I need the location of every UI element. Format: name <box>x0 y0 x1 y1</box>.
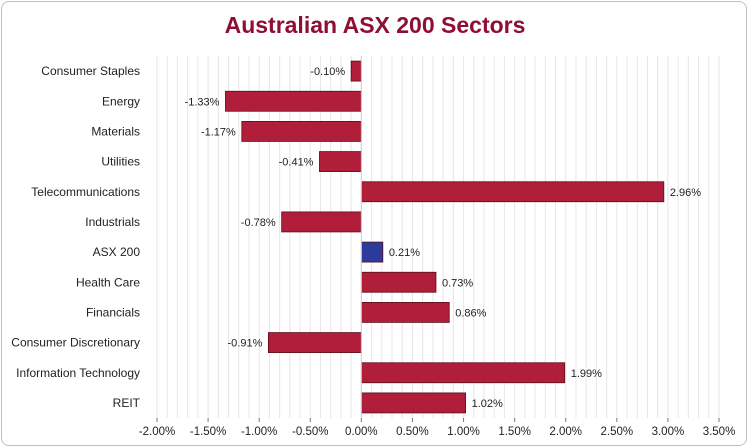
category-label: Utilities <box>101 155 140 169</box>
bar <box>267 332 362 353</box>
value-label: -1.17% <box>201 126 236 138</box>
category-label: Industrials <box>85 215 140 229</box>
category-label: Financials <box>86 305 140 319</box>
category-label: Consumer Staples <box>41 64 140 78</box>
x-tick-label: 0.00% <box>345 426 378 438</box>
category-label: Telecommunications <box>31 185 140 199</box>
bar <box>281 211 362 233</box>
value-label: -0.78% <box>241 217 276 229</box>
category-label: Information Technology <box>16 366 140 380</box>
bar <box>360 362 566 384</box>
x-tick-label: 1.50% <box>498 426 531 438</box>
value-label: 0.86% <box>455 307 486 319</box>
x-tick-label: 3.50% <box>703 426 736 438</box>
value-label: 1.99% <box>571 368 602 380</box>
category-label: Energy <box>102 94 140 108</box>
bar <box>319 151 362 172</box>
value-label: 0.21% <box>389 247 420 259</box>
x-tick-label: 1.00% <box>447 426 480 438</box>
x-tick-label: -1.50% <box>190 426 226 438</box>
bar <box>225 90 362 112</box>
category-label: ASX 200 <box>93 245 141 259</box>
x-tick-label: 2.00% <box>549 426 582 438</box>
bar <box>360 181 665 203</box>
value-label: -0.41% <box>279 157 314 169</box>
value-label: 1.02% <box>472 398 503 410</box>
category-label: Consumer Discretionary <box>11 336 140 350</box>
chart-title: Australian ASX 200 Sectors <box>224 12 526 38</box>
value-label: -1.33% <box>185 96 220 108</box>
x-tick-label: -2.00% <box>139 426 175 438</box>
bar <box>360 302 450 323</box>
bar <box>360 392 466 414</box>
x-tick-label: -1.00% <box>241 426 277 438</box>
value-label: -0.10% <box>310 66 345 78</box>
x-tick-label: -0.50% <box>292 426 328 438</box>
bar <box>241 121 362 142</box>
value-label: 0.73% <box>442 277 473 289</box>
category-label: Health Care <box>76 275 140 289</box>
x-tick-label: 0.50% <box>396 426 429 438</box>
value-label: 2.96% <box>670 187 701 199</box>
x-tick-label: 3.00% <box>652 426 685 438</box>
bar <box>350 60 362 82</box>
x-tick-label: 2.50% <box>601 426 634 438</box>
bar <box>360 241 384 263</box>
category-label: REIT <box>113 396 141 410</box>
value-label: -0.91% <box>228 338 263 350</box>
category-label: Materials <box>91 124 140 138</box>
bar <box>360 271 437 293</box>
